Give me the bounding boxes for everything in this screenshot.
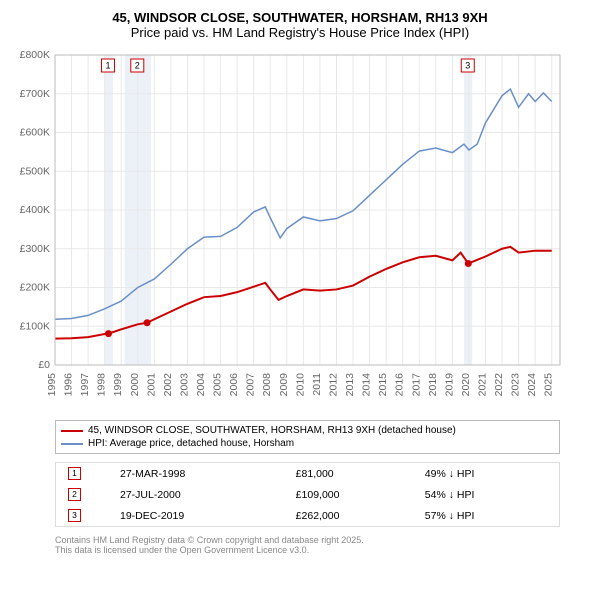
title-line-2: Price paid vs. HM Land Registry's House … <box>10 25 590 40</box>
x-tick-label: 2022 <box>493 373 505 397</box>
cell-pct: 57% ↓ HPI <box>417 505 560 527</box>
y-tick-label: £600K <box>20 127 50 139</box>
x-tick-label: 2003 <box>178 373 190 397</box>
x-tick-label: 2025 <box>543 373 555 397</box>
legend-row: 45, WINDSOR CLOSE, SOUTHWATER, HORSHAM, … <box>61 424 554 437</box>
data-point-marker <box>144 319 151 326</box>
cell-price: £109,000 <box>288 484 417 505</box>
table-row: 1 27-MAR-1998£81,00049% ↓ HPI <box>56 463 560 485</box>
marker-number: 2 <box>135 61 140 71</box>
data-point-marker <box>465 260 472 267</box>
legend-swatch <box>61 430 83 432</box>
line-chart: £0 £100K £200K £300K £400K £500K £600K £700K £80… <box>10 45 570 415</box>
row-marker: 1 <box>68 467 81 480</box>
x-tick-label: 2007 <box>245 373 257 397</box>
x-tick-label: 2019 <box>443 373 455 397</box>
title-line-1: 45, WINDSOR CLOSE, SOUTHWATER, HORSHAM, … <box>10 10 590 25</box>
x-tick-label: 1996 <box>63 373 75 397</box>
x-tick-label: 1997 <box>79 373 91 397</box>
legend: 45, WINDSOR CLOSE, SOUTHWATER, HORSHAM, … <box>55 420 560 454</box>
x-tick-label: 2010 <box>294 373 306 397</box>
x-tick-label: 2018 <box>427 373 439 397</box>
x-tick-label: 2012 <box>327 373 339 397</box>
marker-number: 3 <box>465 61 470 71</box>
table-row: 2 27-JUL-2000£109,00054% ↓ HPI <box>56 484 560 505</box>
cell-price: £262,000 <box>288 505 417 527</box>
cell-pct: 49% ↓ HPI <box>417 463 560 485</box>
x-tick-label: 2015 <box>377 373 389 397</box>
x-tick-label: 1995 <box>46 373 58 397</box>
x-tick-label: 2011 <box>311 373 323 396</box>
x-tick-label: 2023 <box>510 373 522 397</box>
x-tick-label: 2021 <box>476 373 488 397</box>
x-tick-label: 2000 <box>129 373 141 397</box>
y-tick-label: £400K <box>20 204 50 216</box>
y-tick-label: £200K <box>20 282 50 294</box>
x-tick-label: 2004 <box>195 373 207 397</box>
transactions-table: 1 27-MAR-1998£81,00049% ↓ HPI 2 27-JUL-2000… <box>55 462 560 527</box>
chart-container: £0 £100K £200K £300K £400K £500K £600K £700K £80… <box>10 45 590 415</box>
legend-label: 45, WINDSOR CLOSE, SOUTHWATER, HORSHAM, … <box>88 425 456 436</box>
x-tick-label: 2006 <box>228 373 240 397</box>
y-tick-label: £800K <box>20 49 50 61</box>
x-tick-label: 2009 <box>278 373 290 397</box>
y-tick-label: £300K <box>20 243 50 255</box>
legend-row: HPI: Average price, detached house, Hors… <box>61 437 554 450</box>
x-tick-label: 2013 <box>344 373 356 397</box>
marker-number: 1 <box>105 61 110 71</box>
x-tick-label: 2024 <box>526 373 538 397</box>
y-tick-label: £0 <box>38 359 50 371</box>
x-tick-label: 2002 <box>162 373 174 397</box>
y-tick-label: £100K <box>20 320 50 332</box>
x-tick-label: 2016 <box>394 373 406 397</box>
cell-price: £81,000 <box>288 463 417 485</box>
cell-pct: 54% ↓ HPI <box>417 484 560 505</box>
row-marker: 3 <box>68 509 81 522</box>
x-tick-label: 2020 <box>460 373 472 397</box>
cell-date: 19-DEC-2019 <box>112 505 288 527</box>
chart-title: 45, WINDSOR CLOSE, SOUTHWATER, HORSHAM, … <box>10 10 590 40</box>
x-tick-label: 1998 <box>96 373 108 397</box>
table-row: 3 19-DEC-2019£262,00057% ↓ HPI <box>56 505 560 527</box>
y-tick-label: £700K <box>20 88 50 100</box>
legend-label: HPI: Average price, detached house, Hors… <box>88 438 294 449</box>
row-marker: 2 <box>68 488 81 501</box>
cell-date: 27-MAR-1998 <box>112 463 288 485</box>
data-point-marker <box>105 330 112 337</box>
x-tick-label: 2014 <box>361 373 373 397</box>
x-tick-label: 2008 <box>261 373 273 397</box>
attribution-footer: Contains HM Land Registry data © Crown c… <box>55 535 560 555</box>
footer-line-2: This data is licensed under the Open Gov… <box>55 545 560 555</box>
x-tick-label: 2005 <box>212 373 224 397</box>
cell-date: 27-JUL-2000 <box>112 484 288 505</box>
x-tick-label: 2001 <box>145 373 157 397</box>
y-tick-label: £500K <box>20 165 50 177</box>
footer-line-1: Contains HM Land Registry data © Crown c… <box>55 535 560 545</box>
x-tick-label: 2017 <box>410 373 422 397</box>
legend-swatch <box>61 443 83 445</box>
x-tick-label: 1999 <box>112 373 124 397</box>
